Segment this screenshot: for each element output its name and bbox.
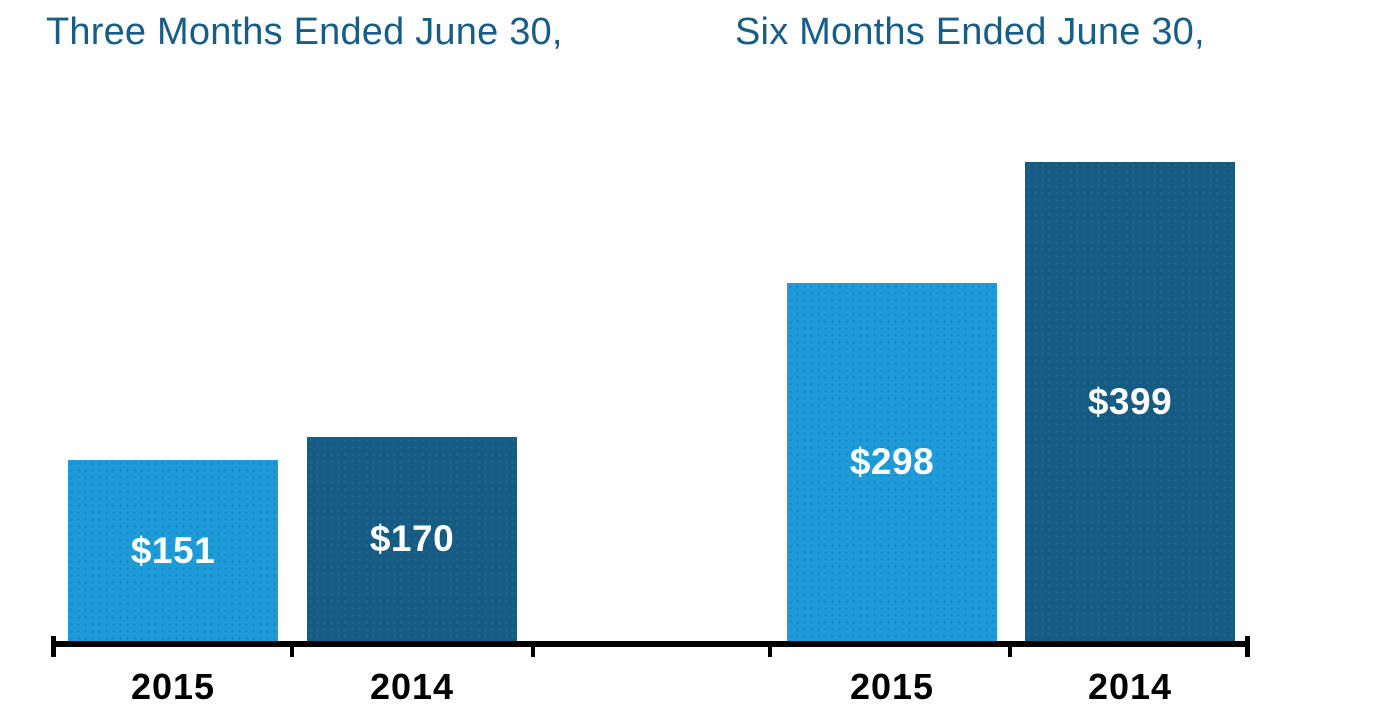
- x-axis-tick-2: [531, 641, 535, 657]
- panel-title-six-months: Six Months Ended June 30,: [735, 11, 1205, 53]
- x-axis-category-label-2014-panel-2: 2014: [1087, 666, 1173, 707]
- bar-2015-panel-2: $298: [787, 283, 997, 641]
- x-axis-category-label-2014-panel-1: 2014: [369, 666, 455, 707]
- x-axis-line: [51, 641, 1250, 647]
- bar-value-label: $170: [369, 518, 455, 559]
- bar-value-label: $399: [1087, 380, 1173, 422]
- bar-value-label: $151: [130, 529, 216, 571]
- bar-2015-panel-1: $151: [68, 460, 278, 641]
- x-axis-tick-1: [290, 641, 294, 657]
- x-axis-tick-3: [768, 641, 772, 657]
- x-axis-category-label-2015-panel-2: 2015: [849, 666, 935, 707]
- bar-value-label: $298: [849, 441, 935, 482]
- x-axis-category-label-2015-panel-1: 2015: [130, 666, 216, 707]
- bar-2014-panel-1: $170: [307, 437, 517, 641]
- bar-2014-panel-2: $399: [1025, 162, 1235, 641]
- panel-title-three-months: Three Months Ended June 30,: [46, 11, 563, 53]
- x-axis-tick-4: [1008, 641, 1012, 657]
